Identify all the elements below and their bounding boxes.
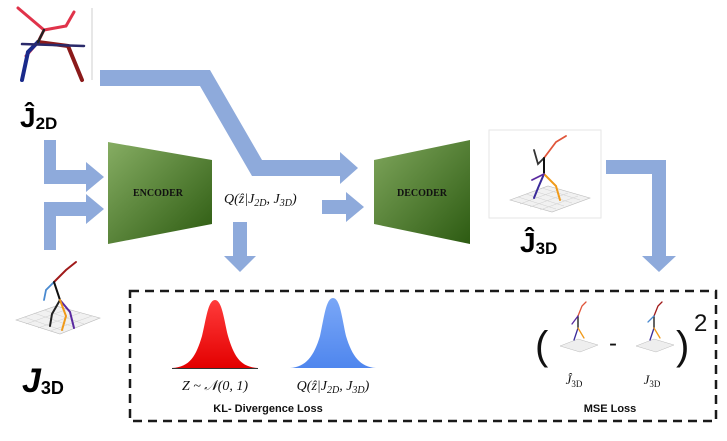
decoder-block: DECODER <box>374 140 470 244</box>
posterior-text: Q(ẑ|J2D, J3D) <box>224 192 297 209</box>
encoder-block: ENCODER <box>108 142 212 244</box>
mse-term2-pose-image <box>635 301 675 353</box>
pose-3d-pred-image <box>488 129 602 219</box>
mse-term1-pose-image <box>559 301 599 353</box>
3d-skeleton-plot-icon <box>15 261 101 335</box>
arrows <box>44 70 676 272</box>
j3d-pred-label: Ĵ3D <box>520 226 557 258</box>
j3d-gt-label: J3D <box>22 362 64 400</box>
posterior-loss-label: Q(ẑ|J2D, J3D) <box>297 379 370 396</box>
mse-close-paren: ) <box>676 324 689 368</box>
encoder-label: ENCODER <box>133 188 184 199</box>
mse-exponent: 2 <box>694 310 707 337</box>
thick-arrow-icon <box>44 140 104 192</box>
thick-arrow-icon <box>322 192 364 222</box>
thick-arrow-icon <box>100 70 358 184</box>
mse-term1-label: Ĵ3D <box>566 372 583 389</box>
prior-label: Z ~ 𝒩(0, 1) <box>182 379 248 394</box>
mse-loss-label: MSE Loss <box>584 403 637 415</box>
kl-divergence-label: KL- Divergence Loss <box>213 403 322 415</box>
posterior-gaussian-plot <box>290 298 376 368</box>
3d-skeleton-plot-icon <box>509 135 591 213</box>
thick-arrow-icon <box>224 222 256 272</box>
j2d-label: Ĵ2D <box>20 101 57 133</box>
mse-minus: - <box>609 330 617 357</box>
mse-open-paren: ( <box>535 324 549 368</box>
thick-arrow-icon <box>44 194 104 250</box>
thick-arrow-icon <box>606 160 676 272</box>
pose-3d-gt-image <box>2 250 112 342</box>
decoder-label: DECODER <box>397 188 448 199</box>
mse-term2-label: J3D <box>644 372 661 389</box>
prior-gaussian-plot <box>172 300 258 369</box>
loss-box <box>128 289 718 423</box>
pose-2d-image <box>16 6 93 82</box>
2d-skeleton-icon <box>16 6 86 82</box>
